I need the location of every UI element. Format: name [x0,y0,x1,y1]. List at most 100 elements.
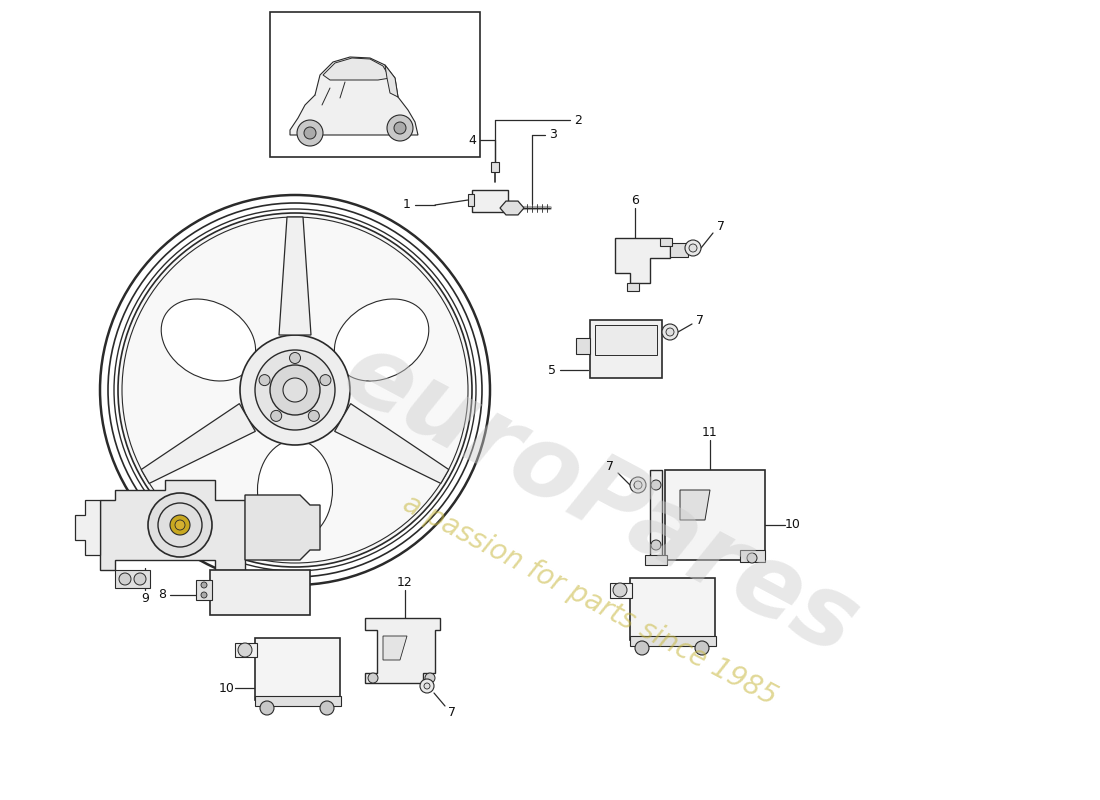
Circle shape [297,120,323,146]
Text: 6: 6 [631,194,639,206]
Polygon shape [279,217,311,335]
Bar [270,12,480,157]
Text: 3: 3 [549,129,557,142]
Circle shape [271,410,282,422]
Bar [660,238,672,246]
Circle shape [685,240,701,256]
Bar [630,636,716,646]
Polygon shape [334,404,449,483]
Circle shape [201,582,207,588]
Circle shape [387,115,412,141]
Circle shape [119,573,131,585]
Polygon shape [385,65,398,97]
Text: 2: 2 [574,114,582,126]
Bar [255,696,341,706]
Text: 9: 9 [141,591,149,605]
Circle shape [308,410,319,422]
Circle shape [689,244,697,252]
Bar [235,643,257,657]
Polygon shape [245,495,320,560]
Text: 11: 11 [702,426,718,438]
Bar [645,555,667,565]
Circle shape [270,365,320,415]
Circle shape [158,503,202,547]
Bar [630,578,715,640]
Text: 7: 7 [606,461,614,474]
Text: 12: 12 [397,575,412,589]
Polygon shape [680,490,710,520]
Text: euroPares: euroPares [327,324,873,676]
Text: 7: 7 [448,706,456,718]
Polygon shape [323,58,390,80]
Circle shape [630,477,646,493]
Circle shape [122,217,468,563]
Bar [610,583,632,598]
Circle shape [201,592,207,598]
Bar [196,580,212,600]
Circle shape [148,493,212,557]
Bar [590,320,662,378]
Bar [576,338,590,354]
Circle shape [114,209,476,571]
Circle shape [255,350,336,430]
Text: a passion for parts since 1985: a passion for parts since 1985 [398,489,782,711]
Ellipse shape [257,440,332,540]
Polygon shape [75,500,100,555]
Circle shape [100,195,490,585]
Circle shape [238,643,252,657]
Bar [666,470,764,560]
Circle shape [666,328,674,336]
Bar [210,570,310,615]
Text: 8: 8 [158,589,166,602]
Circle shape [635,641,649,655]
Circle shape [394,122,406,134]
Polygon shape [615,238,670,283]
Bar [670,243,688,257]
Bar [627,283,639,291]
Polygon shape [365,618,440,683]
Text: 4: 4 [469,134,476,146]
Bar [116,570,150,588]
Bar [468,194,474,206]
Bar [472,190,508,212]
Bar [595,325,657,355]
Circle shape [134,573,146,585]
Circle shape [695,641,710,655]
Text: 10: 10 [219,682,235,694]
Circle shape [260,701,274,715]
Circle shape [424,683,430,689]
Circle shape [425,673,435,683]
Polygon shape [141,404,255,483]
Circle shape [651,480,661,490]
Circle shape [747,553,757,563]
Polygon shape [315,57,398,97]
Circle shape [289,353,300,363]
Text: 5: 5 [548,363,556,377]
Circle shape [108,203,482,577]
Circle shape [175,520,185,530]
Ellipse shape [334,299,429,381]
Circle shape [240,335,350,445]
Circle shape [634,481,642,489]
Bar [650,470,662,560]
Circle shape [613,583,627,597]
Bar [740,550,764,562]
Text: 10: 10 [785,518,801,531]
Bar [491,162,499,172]
Circle shape [283,378,307,402]
Ellipse shape [162,299,255,381]
Circle shape [651,540,661,550]
Circle shape [368,673,378,683]
Text: 7: 7 [696,314,704,326]
Polygon shape [500,201,524,215]
Circle shape [320,701,334,715]
Circle shape [260,374,271,386]
Polygon shape [290,80,418,135]
Circle shape [420,679,434,693]
Text: 7: 7 [717,219,725,233]
Polygon shape [100,480,245,570]
Bar [255,638,340,700]
Circle shape [662,324,678,340]
Circle shape [170,515,190,535]
Polygon shape [383,636,407,660]
